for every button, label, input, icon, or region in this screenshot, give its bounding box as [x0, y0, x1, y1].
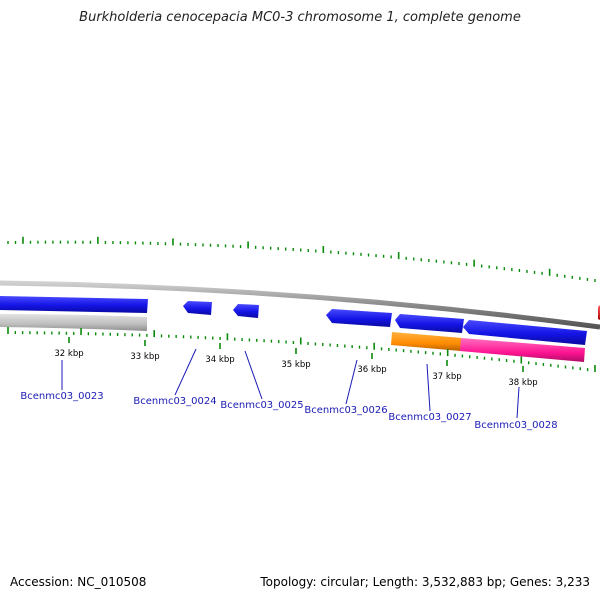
gene-label-leader: [244, 350, 263, 400]
scale-label: 36 kbp: [357, 365, 386, 375]
scale-labels: 32 kbp 33 kbp 34 kbp 35 kbp 36 kbp 37 kbp 38 k…: [54, 337, 538, 388]
gene-bcenmc03-0028[interactable]: [463, 320, 587, 345]
gene-bcenmc03-0026[interactable]: [326, 309, 392, 327]
gene-label-leader: [516, 386, 520, 419]
gene-label-leader: [174, 348, 197, 396]
scale-label: 38 kbp: [508, 378, 537, 388]
gene-label[interactable]: Bcenmc03_0024: [133, 396, 216, 407]
gene-label[interactable]: Bcenmc03_0025: [220, 400, 303, 411]
scale-label: 34 kbp: [205, 355, 234, 365]
scale-label: 32 kbp: [54, 349, 83, 359]
genome-summary: Topology: circular; Length: 3,532,883 bp…: [260, 575, 590, 589]
gene-label[interactable]: Bcenmc03_0023: [20, 391, 103, 402]
scale-label: 35 kbp: [281, 360, 310, 370]
gene-gray-feature[interactable]: [0, 314, 147, 331]
scale-label: 37 kbp: [432, 372, 461, 382]
gene-label-leader: [426, 363, 431, 412]
gene-bcenmc03-0024[interactable]: [183, 301, 212, 315]
gene-bcenmc03-0025[interactable]: [233, 304, 259, 318]
map-title: Burkholderia cenocepacia MC0-3 chromosom…: [79, 10, 521, 25]
accession-label: Accession: NC_010508: [10, 575, 147, 589]
feature-pink[interactable]: [460, 338, 585, 362]
gene-label[interactable]: Bcenmc03_0027: [388, 412, 471, 423]
feature-orange[interactable]: [391, 332, 462, 351]
outer-tick-track: [7, 236, 596, 282]
scale-label: 33 kbp: [130, 352, 159, 362]
chromosome-backbone: [0, 280, 600, 330]
gene-bcenmc03-0027[interactable]: [395, 314, 464, 333]
gene-label-leader: [345, 359, 358, 405]
inner-tick-track: [7, 327, 596, 372]
gene-label[interactable]: Bcenmc03_0028: [474, 420, 557, 431]
gene-labels: Bcenmc03_0023 Bcenmc03_0024 Bcenmc03_0025 B…: [20, 348, 558, 431]
gene-bcenmc03-0023[interactable]: [0, 296, 148, 313]
gene-label[interactable]: Bcenmc03_0026: [304, 405, 387, 416]
